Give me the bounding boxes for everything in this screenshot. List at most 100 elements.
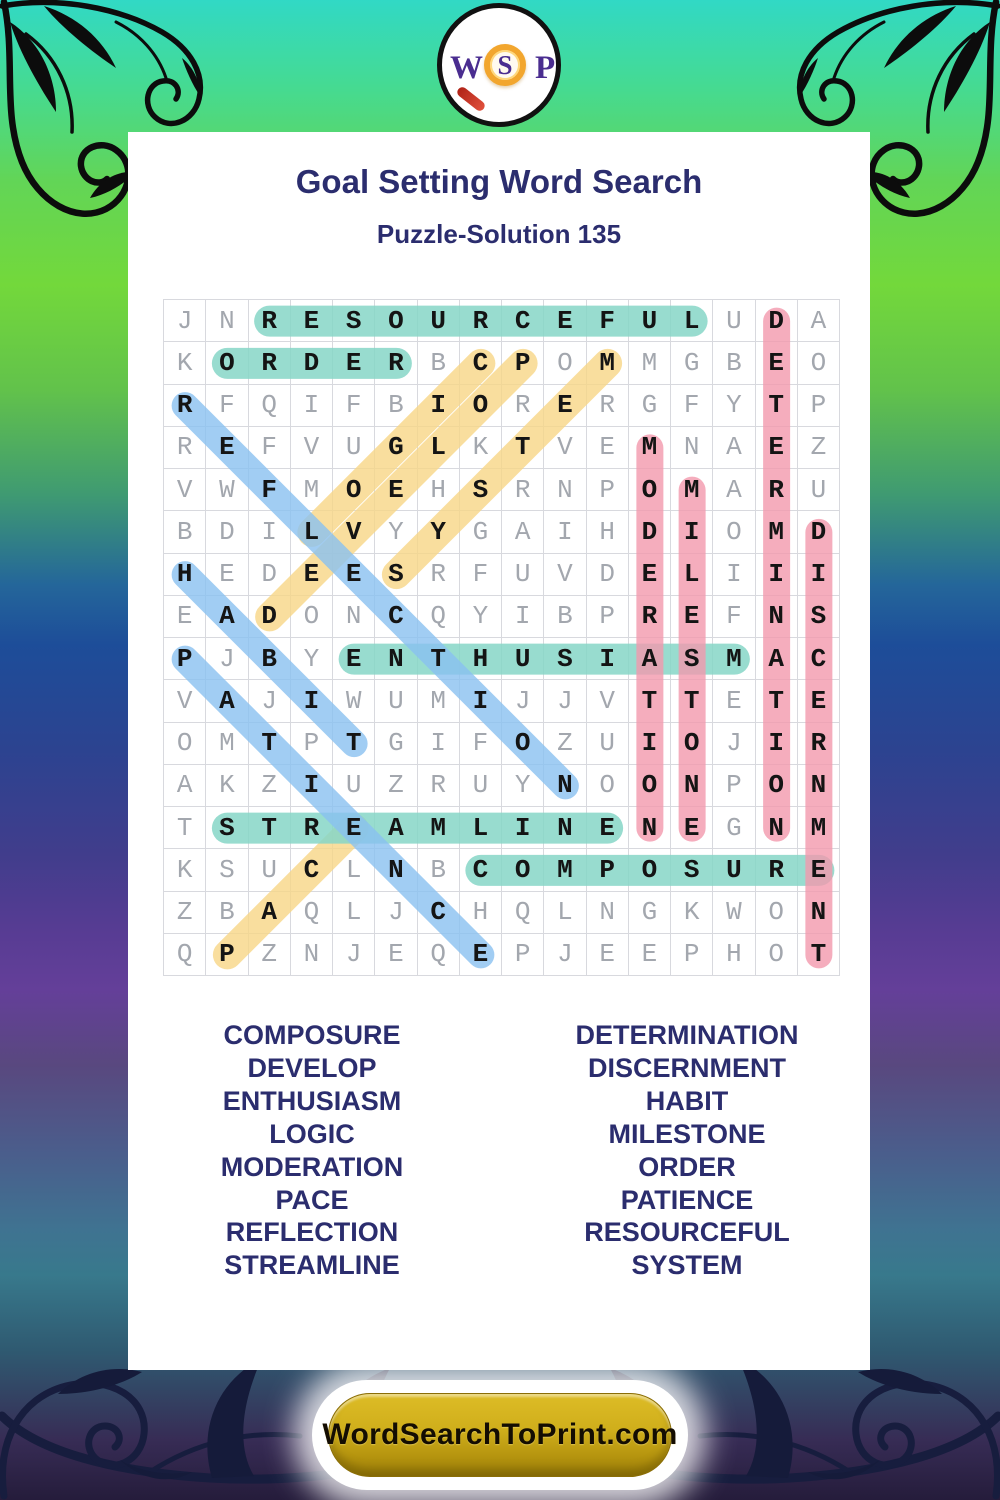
grid-cell: V: [333, 511, 376, 554]
grid-cell: S: [459, 469, 502, 512]
grid-cell: A: [375, 807, 418, 850]
grid-cell: C: [797, 638, 840, 681]
grid-cell: E: [755, 426, 798, 469]
grid-cell: N: [375, 638, 418, 681]
grid-cell: E: [797, 680, 840, 723]
puzzle-card: Goal Setting Word Search Puzzle-Solution…: [128, 132, 870, 1370]
grid-cell: A: [713, 426, 756, 469]
grid-cell: I: [290, 764, 333, 807]
grid-cell: P: [797, 384, 840, 427]
grid-cell: U: [628, 300, 671, 343]
grid-cell: H: [586, 511, 629, 554]
grid-cell: O: [333, 469, 376, 512]
word-list-item: PACE: [275, 1184, 349, 1215]
grid-cell: E: [333, 342, 376, 385]
word-list-item: REFLECTION: [225, 1217, 399, 1248]
grid-cell: A: [713, 469, 756, 512]
grid-cell: I: [755, 553, 798, 596]
grid-cell: B: [375, 384, 418, 427]
grid-cell: I: [671, 511, 714, 554]
grid-cell: Y: [713, 384, 756, 427]
grid-cell: N: [586, 891, 629, 934]
grid-cell: R: [628, 595, 671, 638]
grid-cell: S: [797, 595, 840, 638]
grid-cell: C: [459, 342, 502, 385]
grid-cell: U: [459, 764, 502, 807]
grid-cell: M: [628, 342, 671, 385]
grid-cell: D: [797, 511, 840, 554]
magnifier-icon: S: [484, 44, 526, 86]
grid-cell: A: [164, 764, 207, 807]
word-list-right: DETERMINATION DISCERNMENT HABIT MILESTONE OR…: [537, 1019, 837, 1282]
grid-cell: O: [797, 342, 840, 385]
grid-cell: U: [713, 300, 756, 343]
grid-cell: M: [544, 849, 587, 892]
grid-cell: B: [164, 511, 207, 554]
grid-cell: I: [755, 722, 798, 765]
grid-cell: V: [290, 426, 333, 469]
grid-cell: D: [755, 300, 798, 343]
grid-cell: M: [797, 807, 840, 850]
grid-cell: R: [248, 342, 291, 385]
grid-cell: E: [628, 933, 671, 976]
logo-letter-s: S: [497, 49, 513, 80]
grid-cell: C: [290, 849, 333, 892]
page-title: Goal Setting Word Search: [295, 163, 703, 200]
grid-cell: H: [459, 638, 502, 681]
grid-cell: A: [248, 891, 291, 934]
grid-cell: W: [206, 469, 249, 512]
grid-cell: I: [502, 807, 545, 850]
grid-cell: R: [755, 849, 798, 892]
grid-cell: O: [628, 469, 671, 512]
grid-cell: Z: [248, 933, 291, 976]
grid-cell: F: [206, 384, 249, 427]
word-list-item: LOGIC: [269, 1118, 355, 1149]
grid-cell: J: [544, 933, 587, 976]
grid-cell: N: [544, 469, 587, 512]
grid-cell: R: [375, 342, 418, 385]
grid-cell: H: [713, 933, 756, 976]
grid-cell: M: [417, 680, 460, 723]
grid-cell: V: [164, 469, 207, 512]
grid-cell: D: [206, 511, 249, 554]
grid-cell: V: [544, 426, 587, 469]
grid-cell: N: [671, 764, 714, 807]
grid-cell: S: [375, 553, 418, 596]
grid-cell: K: [164, 849, 207, 892]
grid-cell: O: [206, 342, 249, 385]
grid-cell: M: [206, 722, 249, 765]
grid-cell: E: [544, 384, 587, 427]
grid-cell: P: [164, 638, 207, 681]
grid-cell: M: [290, 469, 333, 512]
word-list-item: RESOURCEFUL: [584, 1217, 790, 1248]
grid-cell: M: [417, 807, 460, 850]
logo-letter-w: W: [450, 50, 483, 86]
grid-cell: G: [713, 807, 756, 850]
grid-cell: O: [628, 764, 671, 807]
word-list-item: DEVELOP: [247, 1052, 377, 1083]
grid-cell: P: [713, 764, 756, 807]
grid-cell: P: [586, 849, 629, 892]
grid-cell: K: [671, 891, 714, 934]
website-button[interactable]: WordSearchToPrint.com: [322, 1393, 677, 1477]
grid-cell: E: [586, 933, 629, 976]
grid-cell: E: [206, 553, 249, 596]
grid-cell: N: [671, 426, 714, 469]
grid-cell: M: [671, 469, 714, 512]
grid-cell: I: [713, 553, 756, 596]
grid-cell: I: [797, 553, 840, 596]
grid-cell: U: [333, 764, 376, 807]
grid-cell: E: [459, 933, 502, 976]
grid-cell: P: [586, 469, 629, 512]
grid-cell: K: [164, 342, 207, 385]
grid-cell: G: [459, 511, 502, 554]
grid-cell: B: [248, 638, 291, 681]
grid-cell: R: [290, 807, 333, 850]
grid-cell: M: [755, 511, 798, 554]
grid-cell: L: [417, 426, 460, 469]
grid-cell: Q: [290, 891, 333, 934]
grid-cell: Z: [544, 722, 587, 765]
grid-cell: M: [628, 426, 671, 469]
grid-cell: G: [375, 722, 418, 765]
